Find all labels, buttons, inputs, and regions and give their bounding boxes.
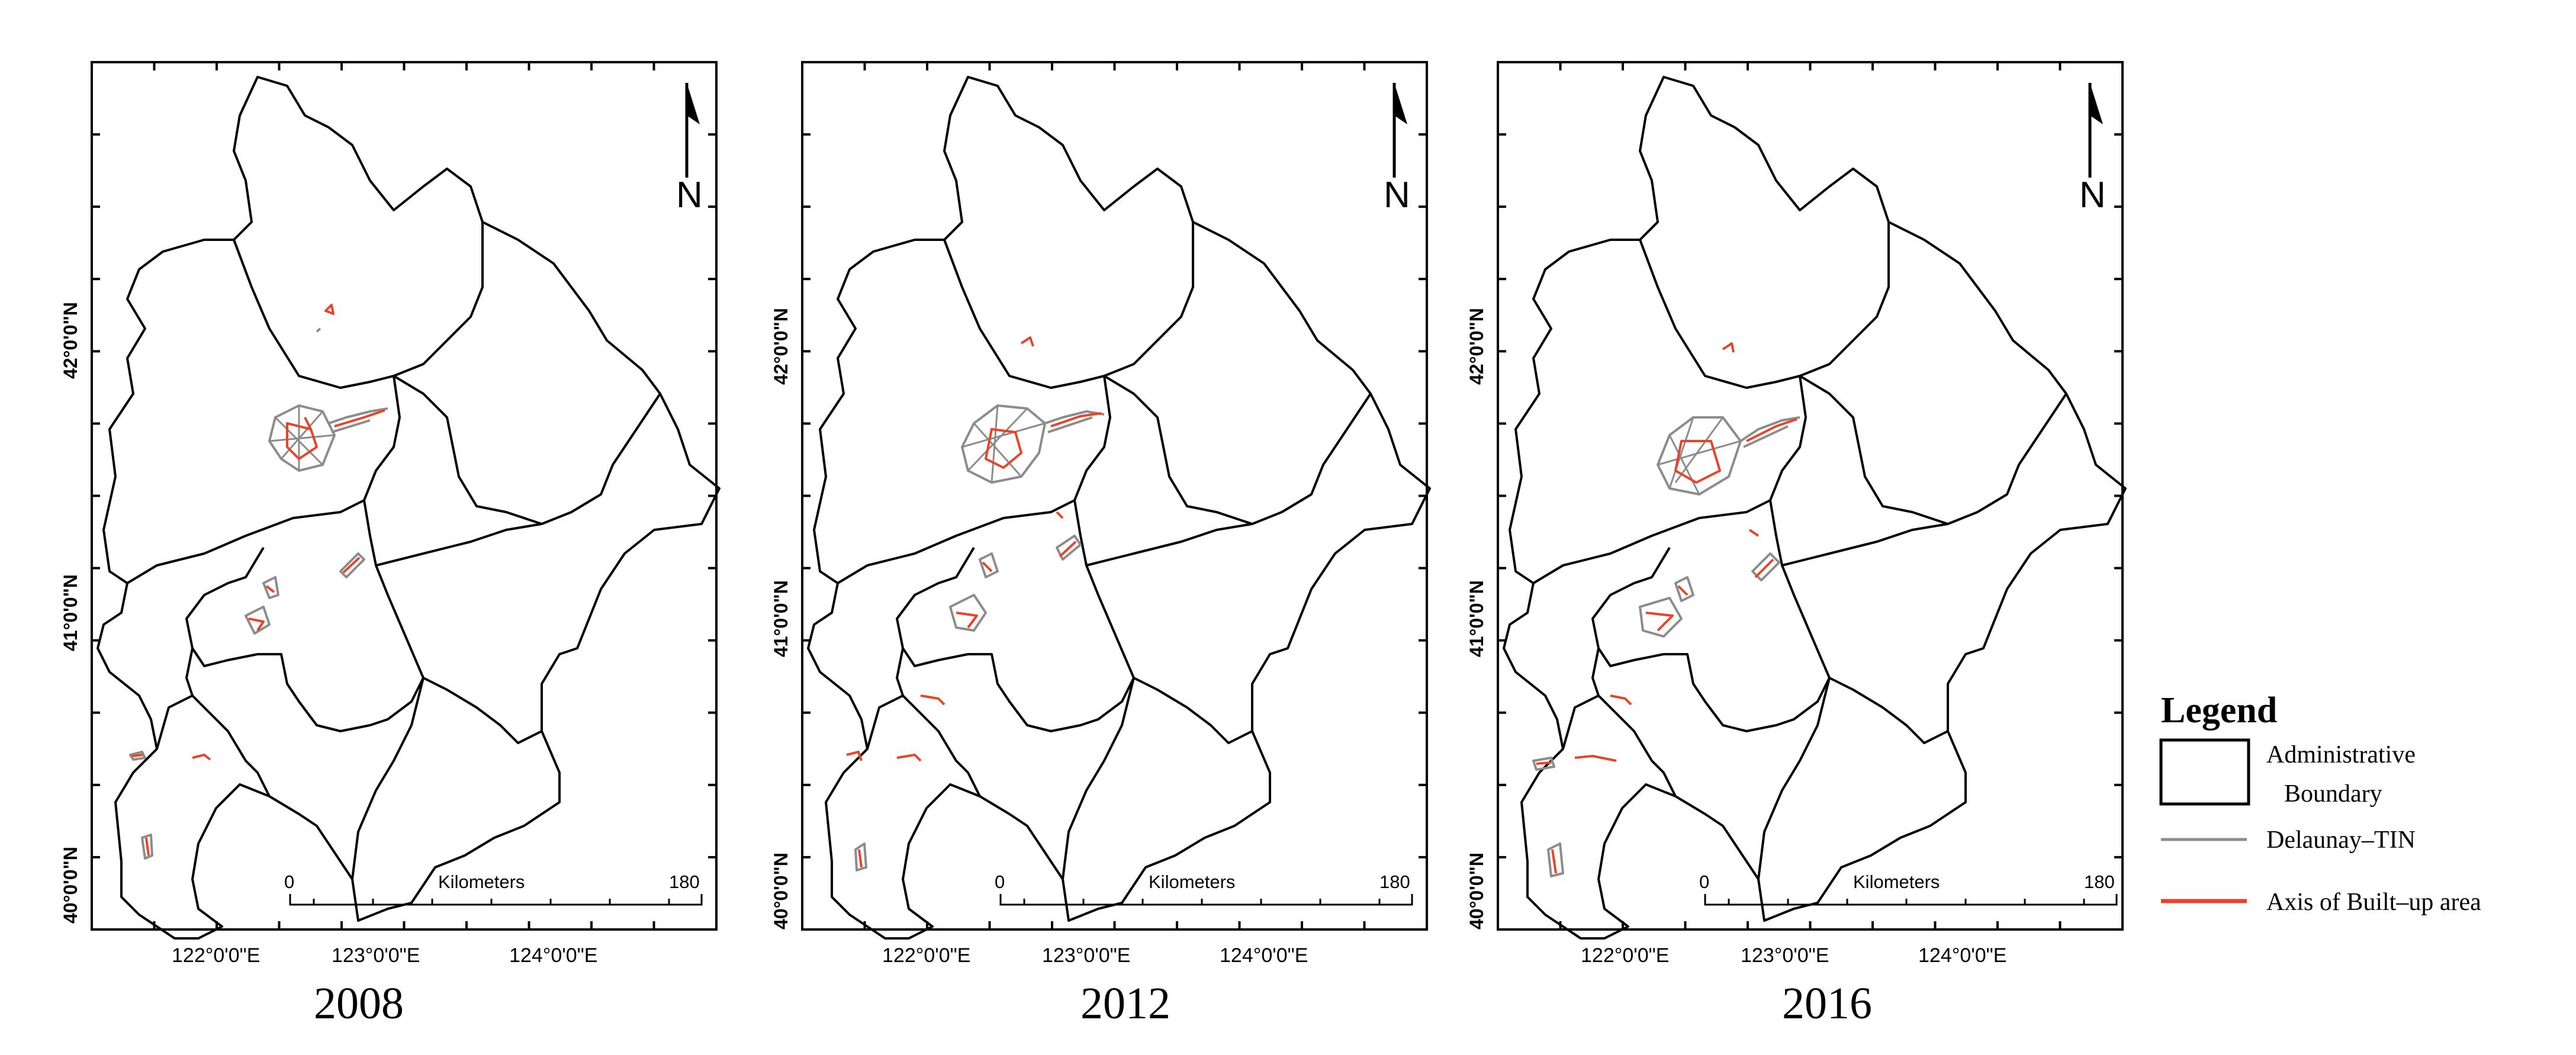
- legend: Legend Administrative Boundary Delaunay–…: [2159, 690, 2481, 916]
- map-frame: [801, 61, 1428, 931]
- lat-label-41: 41°0'0"N: [60, 574, 81, 651]
- north-arrow-label: N: [1384, 175, 1410, 215]
- administrative-boundaries: [97, 76, 721, 940]
- map-panel-2008: [91, 61, 721, 940]
- lat-label-40: 40°0'0"N: [60, 847, 81, 924]
- lon-label-122: 122°0'0"E: [172, 944, 260, 967]
- map-ticks: [1498, 62, 2122, 929]
- panel-year-2012: 2012: [1080, 979, 1170, 1028]
- map-frame: [91, 61, 718, 931]
- scale-unit: Kilometers: [1853, 871, 1940, 892]
- lat-label-41: 41°0'0"N: [1466, 580, 1487, 657]
- panel-year-2008: 2008: [314, 979, 404, 1028]
- lon-label-124: 124°0'0"E: [509, 944, 597, 967]
- lat-label-40: 40°0'0"N: [1466, 853, 1487, 929]
- lon-label-123: 123°0'0"E: [1042, 944, 1130, 967]
- scale-start: 0: [995, 871, 1005, 892]
- scale-bar: 0 Kilometers 180: [995, 871, 1413, 906]
- north-arrow: N: [676, 83, 703, 215]
- scale-start: 0: [1699, 871, 1709, 892]
- lon-label-123: 123°0'0"E: [1741, 944, 1829, 967]
- scale-bar: 0 Kilometers 180: [1699, 871, 2118, 906]
- legend-title: Legend: [2161, 690, 2277, 731]
- administrative-boundaries: [1503, 76, 2127, 940]
- lat-label-42: 42°0'0"N: [60, 302, 81, 379]
- scale-unit: Kilometers: [438, 871, 525, 892]
- administrative-boundaries: [807, 76, 1431, 940]
- panel-year-2016: 2016: [1782, 979, 1872, 1028]
- north-arrow: N: [2079, 83, 2106, 215]
- map-ticks: [92, 62, 716, 929]
- lon-label-123: 123°0'0"E: [332, 944, 420, 967]
- panel-overlays: N 0 Kilometers 180 42°0'0"N 41°0'0"N 40°…: [60, 83, 2118, 1028]
- lon-label-124: 124°0'0"E: [1220, 944, 1308, 967]
- lat-label-40: 40°0'0"N: [770, 853, 792, 929]
- legend-swatch-boundary: [2159, 738, 2250, 806]
- legend-label-boundary-line2: Boundary: [2284, 780, 2382, 808]
- legend-label-tin: Delaunay–TIN: [2266, 826, 2416, 854]
- legend-label-axis: Axis of Built–up area: [2266, 889, 2481, 916]
- lon-label-122: 122°0'0"E: [882, 944, 970, 967]
- scale-start: 0: [284, 871, 294, 892]
- scale-end: 180: [669, 871, 700, 892]
- lat-label-41: 41°0'0"N: [770, 580, 792, 657]
- scale-end: 180: [1379, 871, 1410, 892]
- scale-bar: 0 Kilometers 180: [284, 871, 703, 906]
- map-frame: [1497, 61, 2124, 931]
- north-arrow-label: N: [676, 175, 703, 215]
- lon-label-124: 124°0'0"E: [1918, 944, 2006, 967]
- scale-end: 180: [2084, 871, 2115, 892]
- lat-label-42: 42°0'0"N: [1466, 308, 1487, 385]
- scale-unit: Kilometers: [1149, 871, 1235, 892]
- built-up-tin-2016: [1532, 342, 1801, 877]
- built-up-tin-2012: [845, 336, 1105, 871]
- map-ticks: [802, 62, 1427, 929]
- lat-label-42: 42°0'0"N: [770, 308, 792, 385]
- legend-label-boundary-line1: Administrative: [2266, 741, 2416, 768]
- map-panel-2012: [801, 61, 1431, 940]
- map-panel-2016: [1497, 61, 2127, 940]
- lon-label-122: 122°0'0"E: [1581, 944, 1669, 967]
- north-arrow-label: N: [2079, 175, 2106, 215]
- north-arrow: N: [1384, 83, 1410, 215]
